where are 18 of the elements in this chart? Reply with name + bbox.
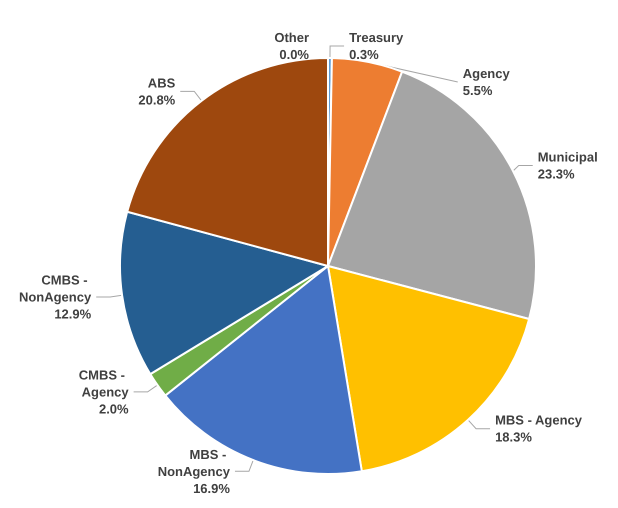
data-label: 18.3% (495, 430, 532, 445)
category-label: Other (274, 30, 309, 45)
data-label: 0.3% (349, 47, 380, 62)
data-label: 2.0% (98, 401, 130, 416)
data-label: 12.9% (54, 306, 92, 322)
slice-label: ABS (148, 75, 176, 90)
slice-label: MBS - NonAgency (158, 446, 231, 479)
slice-label: MBS - Agency (495, 412, 583, 428)
data-label: 23.3% (538, 166, 576, 182)
data-label: 5.5% (462, 83, 493, 98)
slice-label: Treasury (349, 30, 404, 46)
data-label: 16.9% (193, 480, 230, 496)
text: 0.0% (279, 47, 309, 62)
slice-label: CMBS - Agency (78, 367, 130, 400)
slice-label: CMBS - NonAgency (18, 272, 92, 304)
data-label: 20.8% (138, 92, 176, 108)
slice-label: Municipal (538, 150, 598, 165)
slice-label: Agency (462, 66, 510, 82)
